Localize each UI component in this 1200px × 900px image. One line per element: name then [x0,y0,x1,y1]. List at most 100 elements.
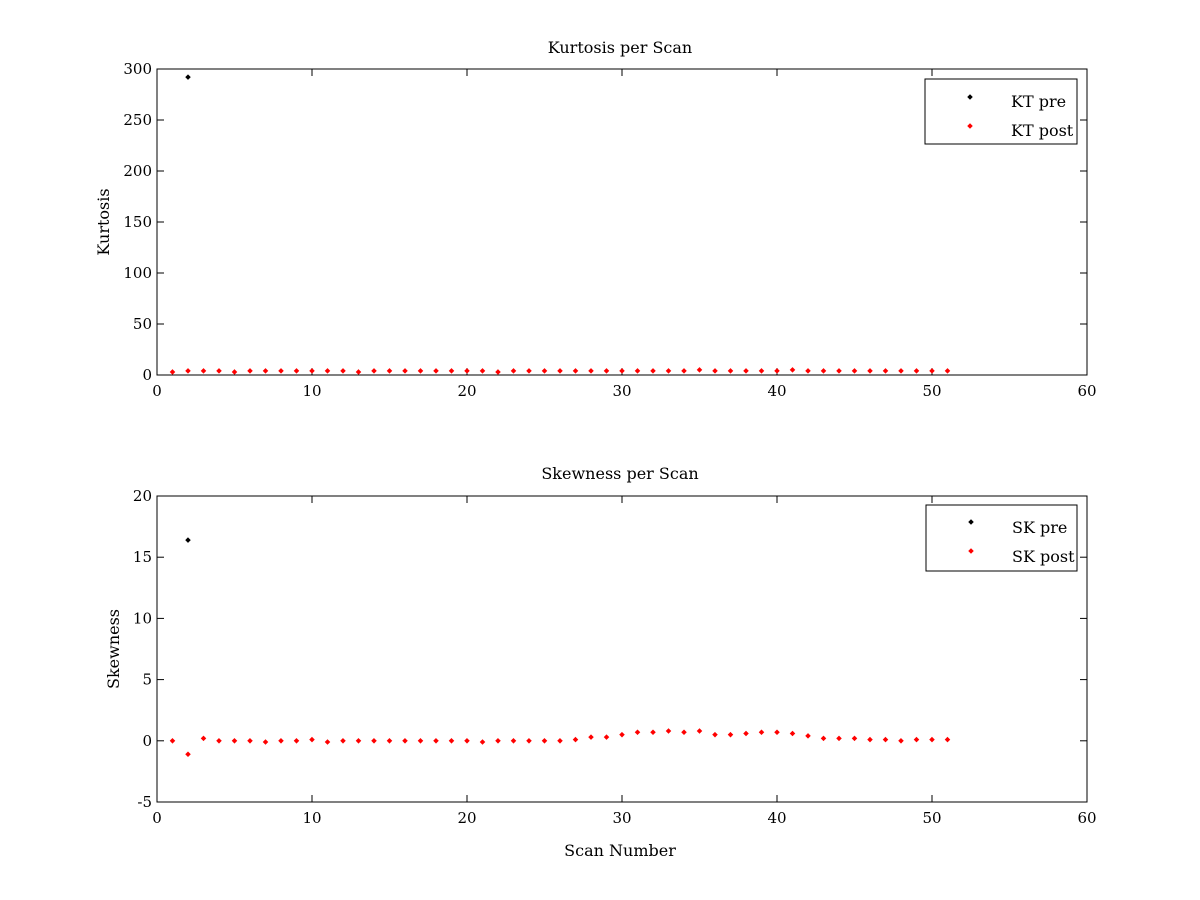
skewness-post-point [696,728,703,734]
skewness-legend: SK pre SK post [925,504,1078,572]
kurtosis-post-point [758,368,765,374]
skewness-y-tick-label: 0 [142,732,152,750]
skewness-post-point [898,738,904,744]
skewness-post-point [433,738,439,744]
kurtosis-post-point [805,368,811,374]
skewness-post-point [495,738,501,744]
kurtosis-plot-frame [156,68,1088,376]
skewness-post-point [200,735,207,742]
kurtosis-post-point [712,368,718,374]
skewness-post-point [309,736,315,743]
kurtosis-post-point [262,368,269,374]
skewness-legend-label-post: SK post [1012,547,1075,566]
kurtosis-post-point [216,368,222,374]
skewness-post-point [448,738,455,744]
skewness-x-tick-label: 30 [612,809,631,827]
kurtosis-post-point [898,368,904,374]
skewness-post-point [340,738,346,744]
skewness-y-tick-label: 10 [133,609,152,627]
kurtosis-post-point [557,368,563,374]
skewness-subplot: Skewness per Scan Skewness Scan Number 0… [104,464,1097,860]
kurtosis-post-point [929,368,935,374]
skewness-post-point [293,738,300,744]
kurtosis-post-point [464,368,470,374]
kurtosis-x-tick-label: 40 [767,382,786,400]
skewness-post-point [386,738,393,744]
kurtosis-post-point [851,368,858,374]
skewness-post-point [634,729,641,735]
skewness-x-tick-label: 20 [457,809,476,827]
kurtosis-legend-label-post: KT post [1011,121,1074,140]
skewness-post-point [402,738,408,744]
skewness-legend-box [925,504,1078,572]
kurtosis-legend-marker-pre-symbol [967,94,973,100]
kurtosis-post-point [448,368,455,374]
skewness-post-point [681,729,687,735]
skewness-post-point [603,734,610,740]
skewness-post-point [572,736,579,743]
kurtosis-post-point [665,368,672,374]
kurtosis-post-point [231,369,238,375]
kurtosis-post-point [293,368,300,374]
skewness-post-point [526,738,532,744]
skewness-plot-frame [156,495,1088,803]
kurtosis-post-point [913,368,920,374]
kurtosis-post-point [820,368,827,374]
kurtosis-post-point [169,369,176,375]
skewness-post-point [510,738,517,744]
kurtosis-post-point [185,368,191,374]
kurtosis-y-axis-label: Kurtosis [94,188,113,255]
kurtosis-post-point [479,368,486,374]
skewness-post-point [665,728,672,734]
skewness-y-axis-label: Skewness [104,609,123,689]
skewness-x-tick-label: 60 [1077,809,1096,827]
kurtosis-post-point [526,368,532,374]
kurtosis-post-point [541,368,548,374]
skewness-legend-marker-post-symbol [968,548,974,554]
kurtosis-post-point [340,368,346,374]
kurtosis-legend-marker-post-symbol [967,123,973,129]
skewness-x-tick-label: 10 [302,809,321,827]
skewness-legend-marker-pre-symbol [968,519,974,525]
kurtosis-post-point [355,369,362,375]
kurtosis-y-tick-label: 0 [142,366,152,384]
skewness-post-point [588,734,594,740]
skewness-legend-marker-post [968,548,974,554]
skewness-post-point [929,736,935,743]
skewness-post-point [619,731,625,738]
kurtosis-x-tick-label: 0 [152,382,162,400]
kurtosis-legend-label-pre: KT pre [1011,92,1066,111]
kurtosis-post-point [417,368,424,374]
kurtosis-post-point [867,368,873,374]
skewness-y-tick-label: 15 [133,548,152,566]
skewness-post-point [247,738,253,744]
kurtosis-legend-box [924,78,1078,145]
skewness-x-tick-label: 40 [767,809,786,827]
kurtosis-y-tick-label: 150 [123,213,152,231]
skewness-post-point [820,735,827,742]
skewness-post-point [867,736,873,743]
kurtosis-post-point [371,368,377,374]
skewness-x-axis-label: Scan Number [564,841,676,860]
kurtosis-x-tick-label: 20 [457,382,476,400]
skewness-post-point [479,739,486,745]
skewness-post-point [324,739,331,745]
kurtosis-post-point [696,367,703,373]
skewness-x-tick-label: 50 [922,809,941,827]
kurtosis-post-point [433,368,439,374]
kurtosis-subplot: Kurtosis per Scan Kurtosis 0 10 20 30 40 50 60… [94,38,1097,400]
skewness-x-tick-label: 0 [152,809,162,827]
kurtosis-post-point [882,368,889,374]
skewness-post-point [417,738,424,744]
kurtosis-post-point [619,368,625,374]
skewness-pre-point [185,537,191,543]
kurtosis-post-point [681,368,687,374]
skewness-post-point [712,731,718,738]
kurtosis-x-tick-label: 10 [302,382,321,400]
skewness-post-point [851,735,858,742]
skewness-post-point [944,736,951,743]
skewness-post-point [727,731,734,738]
